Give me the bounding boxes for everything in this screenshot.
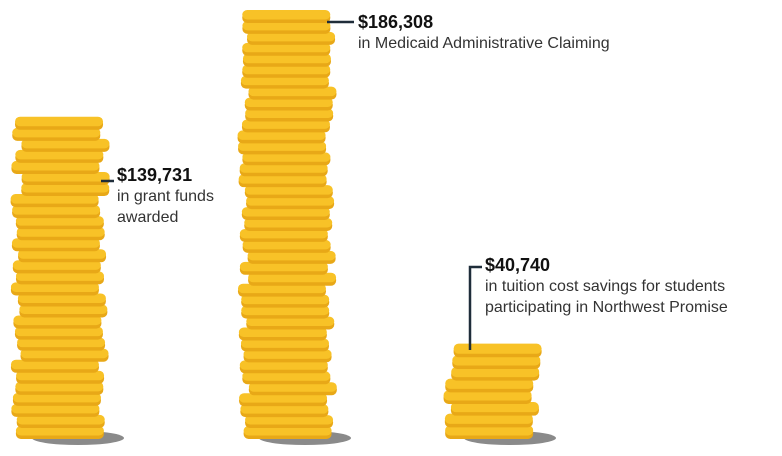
coin xyxy=(237,130,326,140)
coin xyxy=(242,53,331,64)
coin xyxy=(21,171,110,182)
coin xyxy=(10,194,99,204)
coin xyxy=(12,205,101,215)
stack-label: $139,731 in grant funds awarded xyxy=(117,165,247,228)
coin xyxy=(16,370,105,381)
coin xyxy=(21,183,110,193)
coin xyxy=(445,425,534,436)
coin xyxy=(443,390,532,401)
coin xyxy=(239,163,328,173)
coin xyxy=(239,261,328,272)
coin xyxy=(15,116,104,127)
coin xyxy=(244,97,333,108)
coin xyxy=(248,382,337,392)
coin xyxy=(247,250,336,261)
coin xyxy=(18,249,107,259)
coin xyxy=(241,294,330,305)
coin xyxy=(12,260,101,270)
coin xyxy=(242,239,331,250)
coin xyxy=(453,343,542,354)
description: in tuition cost savings for students par… xyxy=(485,278,728,316)
coin xyxy=(242,152,331,162)
coin xyxy=(241,207,330,217)
stack-label: $40,740 in tuition cost savings for stude… xyxy=(485,255,782,318)
coin-stack xyxy=(443,343,542,439)
coin xyxy=(238,174,327,184)
coin xyxy=(16,227,105,237)
coin xyxy=(246,196,335,206)
coin xyxy=(13,315,102,326)
coin xyxy=(237,283,326,294)
coin xyxy=(17,293,106,303)
coin xyxy=(244,218,333,228)
stack-label: $186,308 in Medicaid Administrative Claim… xyxy=(358,12,688,54)
coin xyxy=(242,20,331,31)
coin xyxy=(450,401,539,413)
coin xyxy=(10,282,99,292)
coin xyxy=(241,305,330,316)
coin xyxy=(15,425,104,436)
value-label: $139,731 xyxy=(117,165,193,185)
coin-stack xyxy=(10,116,110,439)
value-label: $40,740 xyxy=(485,255,551,275)
coin xyxy=(11,238,100,248)
description: in grant funds awarded xyxy=(117,188,214,226)
coin xyxy=(19,304,108,315)
coin xyxy=(10,359,99,370)
coin xyxy=(240,338,329,348)
coin xyxy=(247,31,336,42)
coin xyxy=(444,413,533,424)
coin xyxy=(245,108,334,118)
coin xyxy=(239,228,328,239)
coin xyxy=(445,378,534,389)
coin xyxy=(451,366,540,378)
coin xyxy=(239,393,328,403)
coin xyxy=(21,138,110,149)
coin xyxy=(16,414,105,425)
coin xyxy=(248,272,337,283)
coin xyxy=(452,355,541,366)
coin xyxy=(242,10,331,20)
leader-line xyxy=(468,265,482,350)
coin-stack xyxy=(237,10,337,439)
value-label: $186,308 xyxy=(358,12,434,32)
coin xyxy=(248,86,337,97)
coin xyxy=(240,404,329,414)
description: in Medicaid Administrative Claiming xyxy=(358,35,610,52)
coin xyxy=(239,360,328,370)
coin xyxy=(241,119,330,129)
coin xyxy=(245,415,334,425)
coin xyxy=(15,216,104,226)
coin xyxy=(244,185,333,195)
coin xyxy=(15,149,104,160)
coin xyxy=(14,326,103,337)
coin xyxy=(240,75,329,86)
coin xyxy=(11,403,100,414)
coin xyxy=(12,127,101,138)
coin xyxy=(242,64,331,75)
coin xyxy=(243,426,332,436)
coin xyxy=(242,371,331,381)
coin xyxy=(246,316,335,327)
coin xyxy=(242,42,331,53)
coin xyxy=(15,271,104,281)
coin xyxy=(20,348,109,359)
coin xyxy=(11,160,100,171)
coin xyxy=(12,392,101,403)
coin xyxy=(243,349,332,359)
coin xyxy=(238,327,327,337)
coin xyxy=(15,381,104,392)
coin xyxy=(17,337,106,348)
coin xyxy=(238,141,327,151)
